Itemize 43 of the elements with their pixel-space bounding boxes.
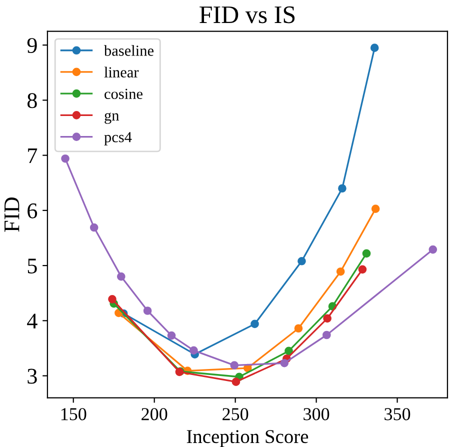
legend-label: linear <box>104 66 139 78</box>
point <box>336 267 345 276</box>
point <box>232 378 240 386</box>
y-tick-label: 7 <box>28 148 38 164</box>
y-tick-label: 4 <box>27 314 38 328</box>
point <box>167 331 176 340</box>
legend-label: gn <box>104 112 120 124</box>
y-tick-label: 3 <box>28 368 37 384</box>
y-tick-label: 9 <box>27 38 37 53</box>
legend-label: pcs4 <box>104 132 132 146</box>
x-tick-label: 350 <box>384 408 410 420</box>
point <box>358 265 367 274</box>
point <box>190 346 198 355</box>
legend-label: baseline <box>104 45 154 56</box>
x-tick-label: 250 <box>222 408 248 420</box>
point <box>338 184 346 193</box>
point <box>298 256 306 266</box>
y-axis-title: FID <box>4 198 20 232</box>
point <box>323 314 332 323</box>
x-tick-label: 300 <box>304 408 330 420</box>
point <box>322 330 331 340</box>
x-tick-label: 200 <box>142 408 168 420</box>
chart-title: FID vs IS <box>200 6 295 24</box>
point <box>280 358 289 368</box>
point <box>428 245 438 254</box>
point <box>250 320 259 328</box>
point <box>143 306 152 315</box>
point <box>362 249 371 258</box>
x-tick-label: 150 <box>61 408 86 420</box>
point <box>371 204 380 213</box>
point <box>370 44 379 52</box>
y-tick-label: 5 <box>28 258 37 274</box>
legend-label: cosine <box>104 88 142 100</box>
point <box>90 223 98 232</box>
point <box>116 272 126 281</box>
point <box>294 324 303 333</box>
point <box>230 361 239 370</box>
point <box>108 295 116 304</box>
y-tick-label: 8 <box>27 93 37 108</box>
point <box>61 154 70 163</box>
point <box>284 346 293 356</box>
y-tick-label: 6 <box>28 203 38 218</box>
x-axis-title: Inception Score <box>186 430 308 447</box>
